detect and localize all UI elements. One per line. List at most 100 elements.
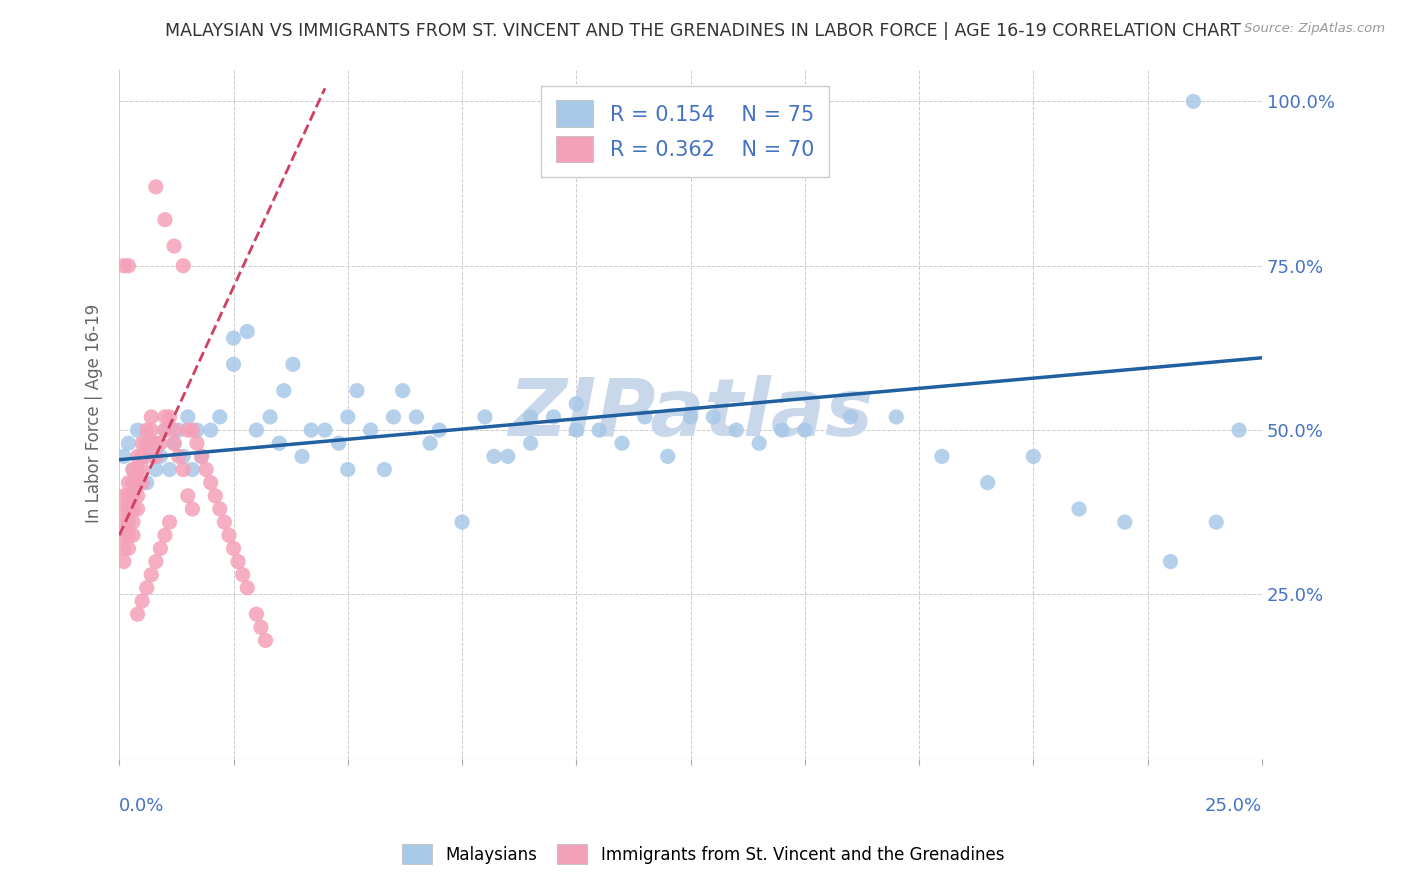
Point	[610, 95, 633, 109]
Point	[117, 259, 139, 273]
Point	[172, 259, 194, 273]
Point	[793, 423, 815, 437]
Point	[163, 423, 186, 437]
Point	[167, 423, 190, 437]
Y-axis label: In Labor Force | Age 16-19: In Labor Force | Age 16-19	[86, 304, 103, 524]
Legend: R = 0.154    N = 75, R = 0.362    N = 70: R = 0.154 N = 75, R = 0.362 N = 70	[541, 86, 828, 177]
Point	[145, 555, 167, 569]
Point	[149, 450, 172, 464]
Point	[127, 502, 149, 516]
Point	[839, 409, 862, 424]
Text: ZIPatlas: ZIPatlas	[508, 375, 873, 452]
Point	[181, 502, 204, 516]
Point	[122, 502, 145, 516]
Point	[112, 541, 135, 556]
Point	[159, 515, 181, 529]
Point	[245, 423, 267, 437]
Point	[135, 450, 157, 464]
Point	[131, 436, 153, 450]
Point	[208, 409, 231, 424]
Point	[222, 541, 245, 556]
Point	[135, 436, 157, 450]
Point	[122, 475, 145, 490]
Point	[451, 515, 474, 529]
Point	[159, 409, 181, 424]
Point	[1205, 515, 1227, 529]
Point	[127, 489, 149, 503]
Point	[153, 212, 176, 227]
Point	[122, 462, 145, 476]
Point	[281, 357, 304, 371]
Point	[482, 450, 505, 464]
Point	[770, 423, 793, 437]
Point	[373, 462, 395, 476]
Point	[519, 409, 541, 424]
Point	[245, 607, 267, 622]
Point	[291, 450, 314, 464]
Point	[112, 489, 135, 503]
Point	[131, 450, 153, 464]
Point	[186, 423, 208, 437]
Point	[200, 475, 222, 490]
Point	[299, 423, 322, 437]
Point	[153, 423, 176, 437]
Point	[1227, 423, 1250, 437]
Point	[117, 541, 139, 556]
Point	[145, 450, 167, 464]
Point	[391, 384, 413, 398]
Point	[149, 541, 172, 556]
Point	[346, 384, 368, 398]
Point	[222, 357, 245, 371]
Point	[236, 325, 259, 339]
Point	[543, 409, 565, 424]
Point	[679, 409, 702, 424]
Point	[117, 489, 139, 503]
Legend: Malaysians, Immigrants from St. Vincent and the Grenadines: Malaysians, Immigrants from St. Vincent …	[395, 838, 1011, 871]
Point	[328, 436, 350, 450]
Point	[236, 581, 259, 595]
Point	[519, 436, 541, 450]
Point	[112, 502, 135, 516]
Point	[748, 436, 770, 450]
Text: 0.0%: 0.0%	[120, 797, 165, 814]
Point	[153, 423, 176, 437]
Point	[610, 436, 633, 450]
Point	[112, 515, 135, 529]
Point	[167, 450, 190, 464]
Point	[565, 423, 588, 437]
Point	[153, 528, 176, 542]
Point	[1067, 502, 1090, 516]
Point	[222, 331, 245, 345]
Point	[112, 259, 135, 273]
Point	[141, 436, 163, 450]
Point	[131, 450, 153, 464]
Point	[163, 436, 186, 450]
Point	[474, 409, 496, 424]
Point	[336, 462, 359, 476]
Point	[702, 409, 724, 424]
Point	[145, 462, 167, 476]
Point	[190, 450, 212, 464]
Point	[1159, 555, 1181, 569]
Point	[122, 528, 145, 542]
Point	[496, 450, 519, 464]
Point	[884, 409, 907, 424]
Point	[195, 462, 218, 476]
Point	[177, 423, 200, 437]
Point	[314, 423, 336, 437]
Point	[163, 436, 186, 450]
Point	[273, 384, 295, 398]
Point	[427, 423, 450, 437]
Point	[117, 528, 139, 542]
Point	[269, 436, 291, 450]
Point	[177, 489, 200, 503]
Point	[588, 95, 610, 109]
Point	[149, 436, 172, 450]
Point	[127, 450, 149, 464]
Point	[127, 462, 149, 476]
Point	[200, 423, 222, 437]
Point	[131, 462, 153, 476]
Point	[163, 239, 186, 253]
Point	[725, 423, 748, 437]
Point	[1114, 515, 1136, 529]
